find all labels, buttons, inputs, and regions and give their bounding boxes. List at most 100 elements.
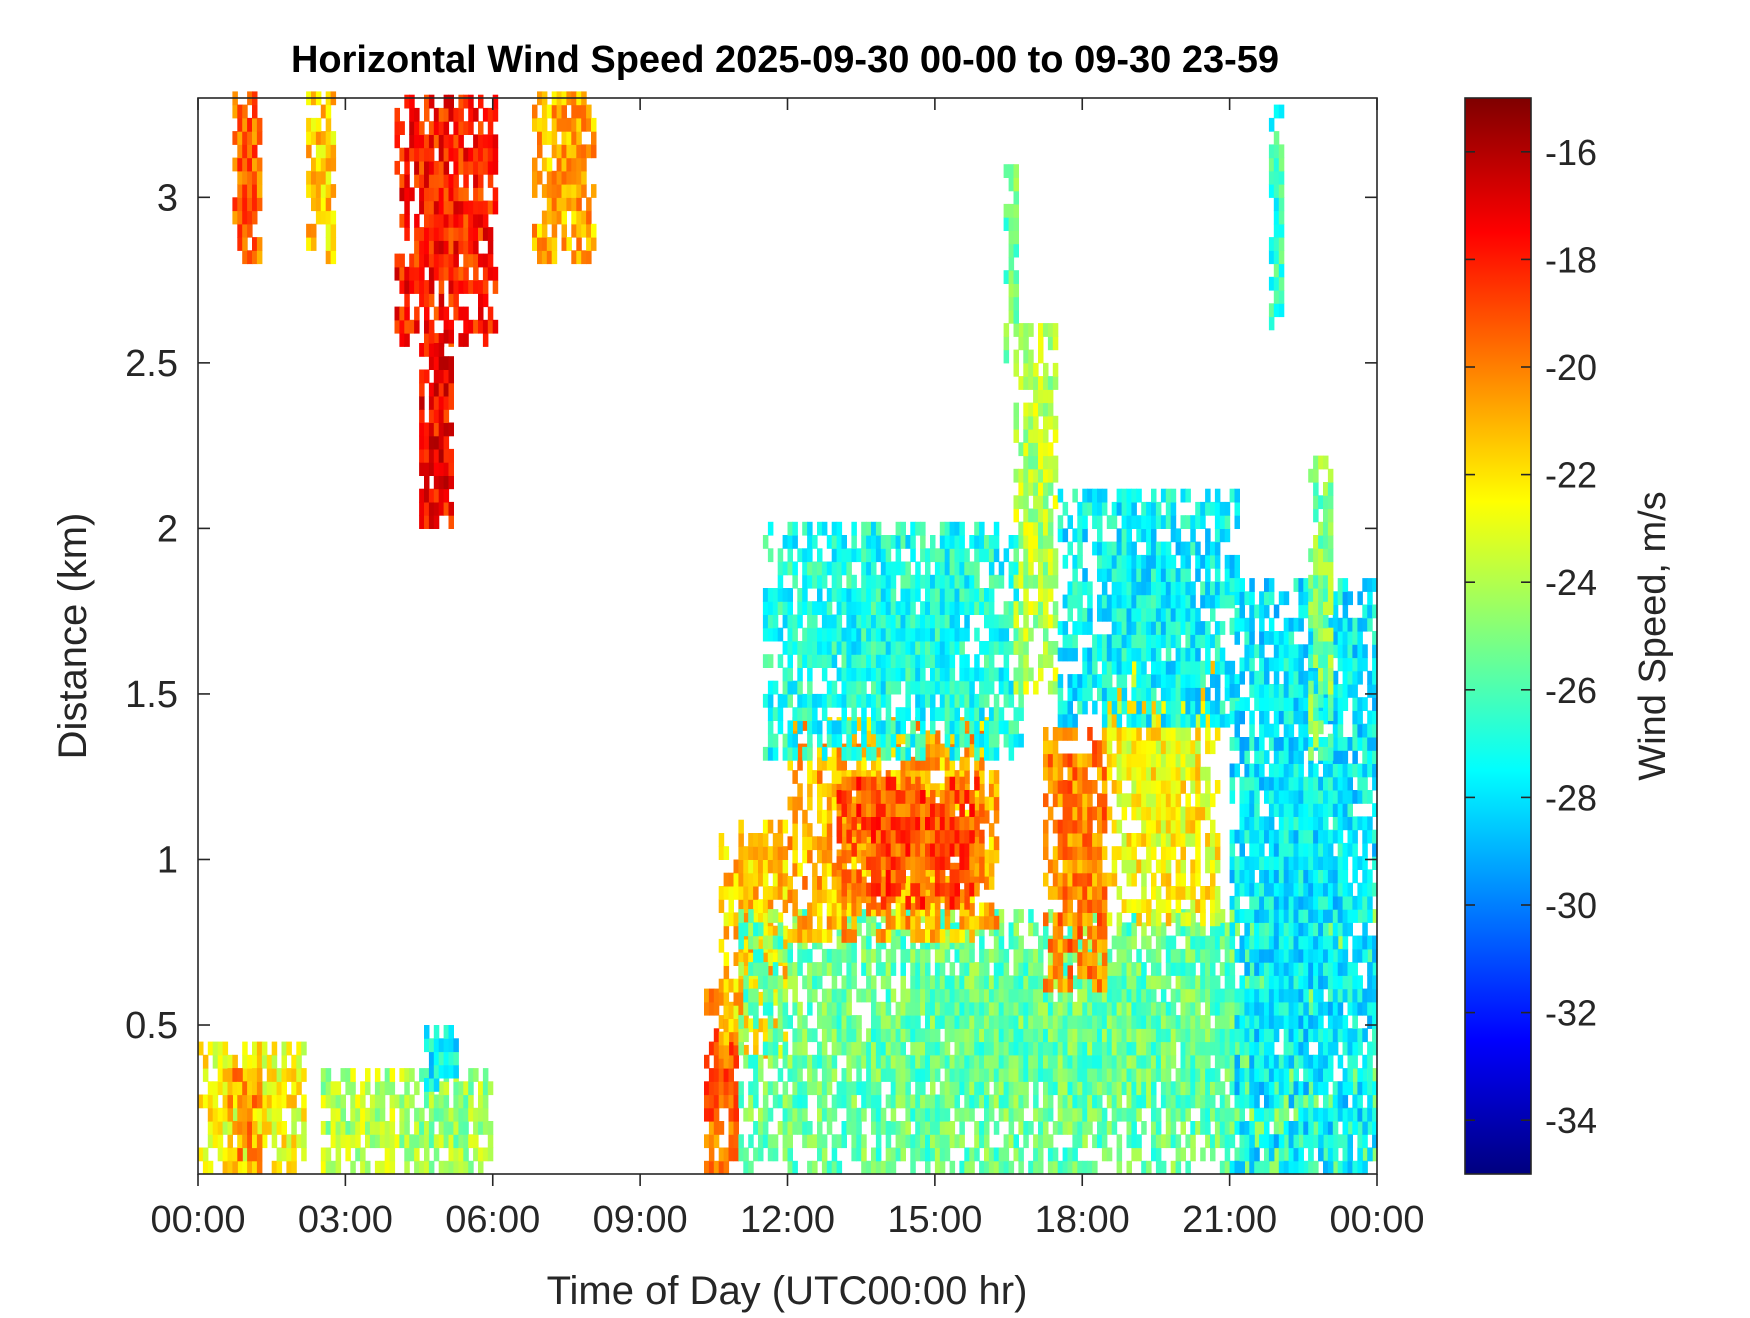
heatmap-cell xyxy=(846,614,852,629)
heatmap-cell xyxy=(836,902,843,917)
heatmap-cell xyxy=(772,614,779,629)
heatmap-cell xyxy=(880,829,887,844)
heatmap-cell xyxy=(463,147,469,162)
heatmap-cell xyxy=(910,1094,916,1109)
heatmap-cell xyxy=(1185,1160,1191,1175)
heatmap-cell xyxy=(984,988,990,1003)
heatmap-cell xyxy=(767,614,774,629)
heatmap-cell xyxy=(1043,1028,1049,1043)
heatmap-cell xyxy=(1308,1134,1314,1149)
heatmap-cell xyxy=(576,197,582,212)
heatmap-cell xyxy=(1082,912,1088,927)
heatmap-cell xyxy=(1155,1147,1162,1162)
heatmap-cell xyxy=(448,280,454,294)
heatmap-cell xyxy=(866,842,872,857)
heatmap-cell xyxy=(767,988,774,1003)
heatmap-cell xyxy=(733,1134,739,1149)
heatmap-cell xyxy=(974,654,980,668)
heatmap-cell xyxy=(974,1134,980,1149)
heatmap-cell xyxy=(812,876,818,890)
heatmap-cell xyxy=(1023,1001,1029,1016)
heatmap-cell xyxy=(1013,561,1019,576)
heatmap-cell xyxy=(920,535,926,549)
heatmap-cell xyxy=(404,174,410,188)
heatmap-cell xyxy=(748,978,754,993)
heatmap-cell xyxy=(762,1081,769,1096)
heatmap-cell xyxy=(930,1107,936,1122)
heatmap-cell xyxy=(925,842,931,857)
heatmap-cell xyxy=(1155,962,1162,976)
heatmap-cell xyxy=(969,962,975,976)
heatmap-cell xyxy=(969,988,975,1003)
heatmap-cell xyxy=(1101,872,1108,887)
heatmap-cell xyxy=(969,730,975,745)
heatmap-cell xyxy=(812,601,818,615)
heatmap-cell xyxy=(993,1015,1000,1029)
heatmap-cell xyxy=(1111,1001,1118,1016)
heatmap-cell xyxy=(428,253,435,268)
heatmap-cell xyxy=(1180,1147,1186,1162)
heatmap-cell xyxy=(1018,1094,1024,1109)
heatmap-cell xyxy=(1111,1015,1118,1029)
heatmap-cell xyxy=(885,1068,892,1082)
heatmap-cell xyxy=(202,1068,209,1082)
heatmap-cell xyxy=(306,184,312,198)
heatmap-cell xyxy=(1057,833,1064,847)
heatmap-cell xyxy=(242,1054,248,1069)
heatmap-cell xyxy=(546,197,553,212)
heatmap-cell xyxy=(895,521,902,536)
heatmap-cell xyxy=(325,223,332,238)
heatmap-cell xyxy=(1072,1001,1078,1016)
heatmap-cell xyxy=(718,938,725,953)
heatmap-cell xyxy=(866,654,872,668)
heatmap-cell xyxy=(807,601,813,615)
heatmap-cell xyxy=(1121,1015,1128,1029)
heatmap-cell xyxy=(807,770,813,784)
heatmap-cell xyxy=(1205,988,1211,1003)
heatmap-cell xyxy=(478,147,484,162)
heatmap-cell xyxy=(1210,1147,1216,1162)
heatmap-cell xyxy=(880,1121,887,1135)
heatmap-cell xyxy=(851,667,857,682)
heatmap-cell xyxy=(767,965,774,980)
heatmap-cell xyxy=(974,882,980,897)
heatmap-cell xyxy=(984,1147,990,1162)
heatmap-cell xyxy=(237,1107,243,1122)
heatmap-cell xyxy=(949,895,956,910)
heatmap-cell xyxy=(984,975,990,990)
heatmap-cell xyxy=(939,680,946,695)
heatmap-cell xyxy=(419,501,425,516)
heatmap-cell xyxy=(281,1068,287,1082)
heatmap-cell xyxy=(910,790,916,804)
heatmap-cell xyxy=(851,746,857,761)
heatmap-cell xyxy=(979,803,985,817)
heatmap-cell xyxy=(286,1134,292,1149)
heatmap-cell xyxy=(1234,1028,1240,1043)
heatmap-cell xyxy=(1033,1160,1039,1175)
heatmap-cell xyxy=(424,1160,430,1175)
heatmap-cell xyxy=(256,250,263,265)
heatmap-cell xyxy=(910,667,916,682)
heatmap-cell xyxy=(910,1160,916,1175)
heatmap-cell xyxy=(984,1094,990,1109)
heatmap-cell xyxy=(826,1001,833,1016)
heatmap-cell xyxy=(821,1041,828,1056)
heatmap-cell xyxy=(880,627,887,642)
heatmap-cell xyxy=(581,210,587,225)
heatmap-cell xyxy=(581,184,587,198)
heatmap-cell xyxy=(1067,780,1073,794)
heatmap-cell xyxy=(551,117,558,132)
heatmap-cell xyxy=(915,816,921,831)
heatmap-cell xyxy=(959,654,965,668)
heatmap-cell xyxy=(728,1018,734,1033)
heatmap-cell xyxy=(276,1068,283,1082)
heatmap-cell xyxy=(890,988,897,1003)
heatmap-cell xyxy=(433,213,440,228)
heatmap-cell xyxy=(915,707,921,721)
heatmap-cell xyxy=(315,210,322,225)
heatmap-cell xyxy=(930,548,936,563)
heatmap-cell xyxy=(443,134,450,149)
heatmap-cell xyxy=(807,962,813,976)
heatmap-cell xyxy=(482,293,489,308)
heatmap-cell xyxy=(718,1031,725,1046)
